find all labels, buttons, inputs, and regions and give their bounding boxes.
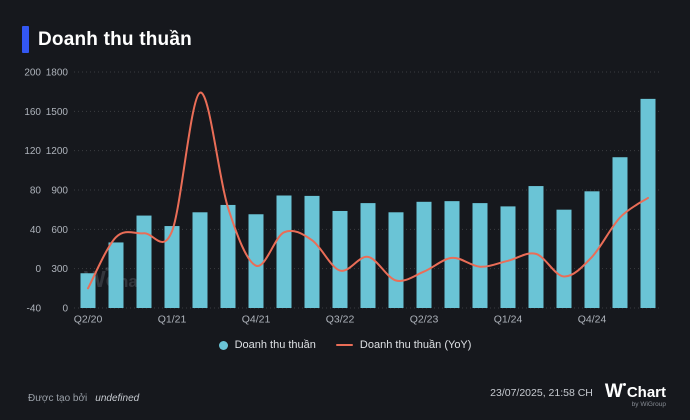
logo-dot-icon: [622, 382, 626, 386]
bar-Q4/20[interactable]: [136, 215, 152, 308]
bar-Q3/21[interactable]: [220, 204, 236, 308]
created-by-label: Được tạo bởi: [28, 393, 88, 404]
bar-Q1/21[interactable]: [164, 226, 180, 308]
legend-line-marker-icon: [335, 344, 353, 346]
export-timestamp: 23/07/2025, 21:58 CH: [490, 387, 593, 400]
bar-Q1/24[interactable]: [500, 206, 516, 308]
xtick-Q2/20: Q2/20: [74, 314, 103, 326]
ytick-yoy: 120: [24, 146, 41, 157]
bar-Q2/22[interactable]: [304, 195, 320, 308]
xtick-Q3/22: Q3/22: [326, 314, 355, 326]
ytick-yoy: 80: [30, 186, 42, 197]
ytick-revenue: 1800: [46, 68, 69, 79]
ytick-revenue: 1200: [46, 146, 69, 157]
footer-right: 23/07/2025, 21:58 CH W Chart by WiGroup: [490, 382, 666, 409]
ytick-revenue: 300: [51, 264, 68, 275]
bar-Q3/23[interactable]: [444, 201, 460, 308]
logo-w-letter: W: [604, 380, 623, 402]
yoy-line[interactable]: [87, 91, 649, 290]
chart-footer: Được tạo bởi undefined 23/07/2025, 21:58 …: [28, 382, 666, 409]
created-by-value: undefined: [95, 393, 140, 404]
watermark-dot-icon: [105, 267, 109, 271]
ytick-yoy: 0: [35, 264, 41, 275]
ytick-revenue: 900: [51, 186, 68, 197]
xtick-Q1/24: Q1/24: [494, 314, 523, 326]
bar-Q4/22[interactable]: [360, 203, 376, 308]
legend-circle-marker-icon: [218, 340, 228, 350]
bar-Q1/23[interactable]: [388, 212, 404, 308]
wichart-logo-text: W Chart: [605, 382, 666, 401]
chart-legend: Doanh thu thuần Doanh thu thuần (YoY): [0, 337, 690, 353]
legend-label-revenue: Doanh thu thuần: [234, 339, 316, 351]
ytick-revenue: 600: [51, 225, 68, 236]
xtick-Q4/21: Q4/21: [242, 314, 271, 326]
chart-title: Doanh thu thuần: [38, 28, 192, 50]
ytick-yoy: -40: [27, 304, 42, 315]
bar-Q2/24[interactable]: [528, 186, 544, 308]
ytick-yoy: 160: [24, 107, 41, 118]
chart-header: Doanh thu thuần: [22, 26, 192, 53]
xtick-Q1/21: Q1/21: [158, 314, 187, 326]
xtick-Q4/24: Q4/24: [578, 314, 607, 326]
bar-Q4/24[interactable]: [584, 191, 600, 308]
bar-Q1/25[interactable]: [612, 157, 628, 308]
bar-Q3/22[interactable]: [332, 210, 348, 308]
bar-Q4/23[interactable]: [472, 203, 488, 308]
bar-Q2/21[interactable]: [192, 212, 208, 308]
logo-chart-letters: Chart: [626, 383, 666, 401]
wichart-logo: W Chart by WiGroup: [605, 382, 666, 409]
wichart-logo-subtext: by WiGroup: [631, 400, 666, 408]
bar-Q2/23[interactable]: [416, 201, 432, 308]
legend-label-yoy: Doanh thu thuần (YoY): [359, 339, 472, 351]
ytick-revenue: 0: [62, 304, 68, 315]
title-accent-bar: [22, 26, 29, 53]
created-by-text: Được tạo bởi undefined: [28, 393, 139, 408]
bar-Q3/24[interactable]: [556, 209, 572, 308]
ytick-yoy: 40: [30, 225, 42, 236]
bar-Q2/25[interactable]: [640, 98, 656, 308]
ytick-yoy: 200: [24, 68, 41, 79]
bar-Q4/21[interactable]: [248, 214, 264, 308]
ytick-revenue: 1500: [46, 107, 69, 118]
legend-item-yoy[interactable]: Doanh thu thuần (YoY): [335, 339, 472, 351]
xtick-Q2/23: Q2/23: [410, 314, 439, 326]
bar-Q3/20[interactable]: [108, 242, 124, 308]
bar-Q1/22[interactable]: [276, 195, 292, 308]
legend-item-revenue[interactable]: Doanh thu thuần: [218, 339, 316, 351]
